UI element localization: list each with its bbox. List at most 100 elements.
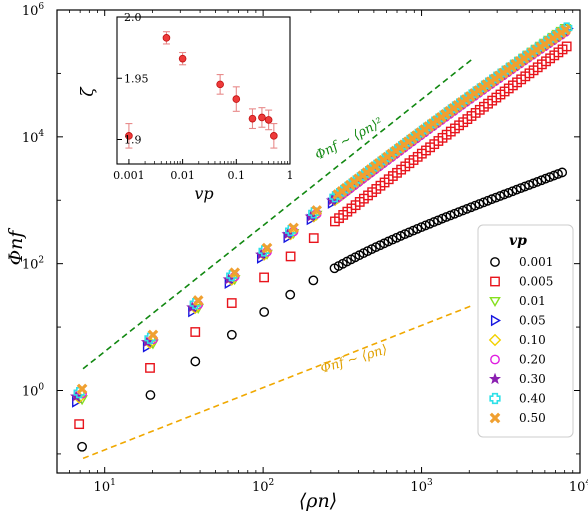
y-tick-base: 10 xyxy=(22,258,39,273)
x-tick-exp: 3 xyxy=(427,478,433,488)
data-point xyxy=(285,251,296,262)
legend-marker xyxy=(488,333,502,347)
legend-label: 0.05 xyxy=(519,314,546,328)
data-point xyxy=(76,383,88,395)
guide-line-quadratic xyxy=(82,58,474,370)
series-0.005 xyxy=(74,41,572,430)
inset-marker xyxy=(162,34,171,42)
data-point-stroke-b xyxy=(560,24,571,36)
data-point xyxy=(524,180,534,190)
data-point xyxy=(147,329,159,341)
inset-marker xyxy=(264,116,273,124)
legend-item: 0.40 xyxy=(489,392,546,406)
data-point xyxy=(261,242,273,254)
legend-item: 0.50 xyxy=(489,411,546,425)
data-point xyxy=(288,222,299,234)
x-tick-label: 103 xyxy=(410,478,433,495)
legend-marker xyxy=(489,372,501,385)
legend-item: 0.10 xyxy=(488,333,546,347)
y-axis-label: Φnf xyxy=(5,228,27,266)
x-tick-base: 10 xyxy=(94,480,111,495)
inset-point xyxy=(162,31,171,45)
legend-item: 0.001 xyxy=(490,255,553,269)
y-tick-base: 10 xyxy=(22,384,39,399)
y-tick-label: 102 xyxy=(22,256,44,273)
y-tick-exp: 4 xyxy=(38,129,44,139)
legend-item: 0.05 xyxy=(490,314,546,328)
legend-box xyxy=(477,224,574,438)
y-tick-base: 10 xyxy=(22,4,39,19)
data-point xyxy=(561,41,572,52)
data-point xyxy=(259,307,270,317)
data-point xyxy=(544,172,555,183)
data-point xyxy=(520,181,530,192)
data-point xyxy=(145,363,155,373)
inset-marker xyxy=(270,132,278,140)
data-point xyxy=(560,24,571,36)
legend-label: 0.001 xyxy=(519,255,553,269)
legend-marker-stroke-b xyxy=(489,412,501,424)
inset-y-tick-label: 1.9 xyxy=(124,134,142,147)
inset-y-tick-label: 2.0 xyxy=(124,11,142,24)
inset-point xyxy=(248,108,257,130)
inset-point xyxy=(232,86,241,112)
data-point xyxy=(192,295,204,306)
data-point xyxy=(311,205,323,216)
y-tick-exp: 0 xyxy=(38,382,44,392)
legend-item: 0.01 xyxy=(489,294,546,308)
x-tick-label: 104 xyxy=(569,478,588,495)
data-point xyxy=(190,356,201,367)
data-point-stroke-b xyxy=(311,205,323,216)
legend-label: 0.20 xyxy=(519,353,546,367)
x-tick-label: 102 xyxy=(252,478,274,495)
inset-point xyxy=(264,109,273,131)
inset-marker xyxy=(216,80,224,89)
x-tick-exp: 1 xyxy=(110,478,116,488)
data-point-stroke-b xyxy=(76,383,88,395)
inset-point xyxy=(125,123,133,149)
legend-label: 0.005 xyxy=(519,275,553,289)
data-point-stroke-b xyxy=(192,295,204,306)
data-point xyxy=(145,390,156,400)
data-point xyxy=(285,289,296,300)
data-point xyxy=(77,441,87,452)
data-point-stroke-b xyxy=(147,329,159,341)
legend-marker xyxy=(489,296,501,308)
y-tick-label: 100 xyxy=(22,382,45,399)
legend-title: vp xyxy=(509,233,527,249)
y-tick-label: 106 xyxy=(22,2,45,19)
x-tick-base: 10 xyxy=(569,480,586,495)
data-point xyxy=(532,176,543,187)
legend-marker xyxy=(489,392,501,405)
inset-y-tick-label: 1.95 xyxy=(124,72,149,85)
legend-label: 0.01 xyxy=(519,294,546,308)
y-tick-label: 104 xyxy=(22,129,45,146)
x-tick-base: 10 xyxy=(252,480,269,495)
inset-x-tick-label: 1 xyxy=(287,169,294,182)
legend-label: 0.50 xyxy=(519,411,546,425)
inset-x-tick-label: 0.01 xyxy=(170,169,195,182)
data-point xyxy=(540,173,551,184)
inset-marker xyxy=(232,95,241,103)
data-point xyxy=(226,329,237,340)
legend-marker xyxy=(490,276,500,287)
inset-marker xyxy=(125,132,133,140)
legend-marker xyxy=(490,314,502,327)
legend-label: 0.40 xyxy=(519,392,546,406)
x-tick-exp: 2 xyxy=(269,478,275,488)
data-point-stroke-b xyxy=(261,242,273,254)
data-point xyxy=(511,184,522,195)
inset-marker xyxy=(248,114,257,123)
data-point xyxy=(229,267,241,279)
legend-marker xyxy=(490,257,500,267)
inset-plot-frame xyxy=(116,16,291,165)
data-point xyxy=(226,298,237,308)
data-point xyxy=(74,419,85,430)
x-tick-exp: 4 xyxy=(585,478,588,488)
data-point xyxy=(553,169,563,179)
inset-point xyxy=(178,51,187,66)
legend-label: 0.30 xyxy=(519,372,546,386)
y-tick-exp: 6 xyxy=(38,2,44,12)
data-point xyxy=(536,175,547,186)
